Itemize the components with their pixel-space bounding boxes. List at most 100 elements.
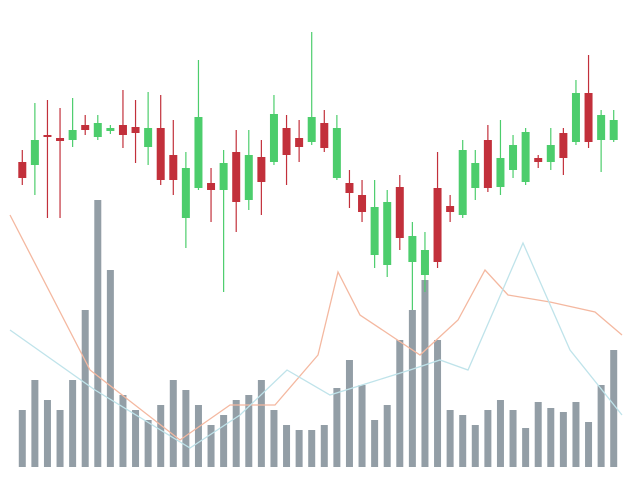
candle-body (257, 157, 266, 182)
candle-body (496, 158, 505, 187)
volume-bar (270, 410, 278, 467)
candle-body (232, 152, 241, 202)
candle-body (244, 155, 253, 200)
line (9, 214, 623, 441)
candle-body (408, 236, 417, 262)
volume-bar (610, 350, 618, 467)
volume-bar (106, 270, 114, 467)
volume-bar (534, 402, 542, 467)
candle-body (383, 202, 392, 265)
candle-body (571, 93, 580, 142)
volume-bar (69, 380, 77, 467)
volume-bar (31, 380, 39, 467)
volume-bar (358, 385, 366, 467)
volume-bar (18, 410, 26, 467)
candle-body (181, 168, 190, 218)
candle-body (584, 93, 593, 142)
volume-bar (144, 420, 152, 467)
volume-bar (157, 405, 165, 467)
volume-bar (434, 340, 442, 467)
volume-bar (81, 310, 89, 467)
volume-bar (371, 420, 379, 467)
candle-body (446, 206, 455, 212)
candle-body (118, 125, 127, 135)
candle-body (370, 207, 379, 255)
volume-bar (471, 425, 479, 467)
volume-bar (182, 390, 190, 467)
volume-bar (119, 395, 127, 467)
volume-bar (245, 395, 253, 467)
volume-bar (421, 280, 429, 467)
candle-body (81, 125, 90, 130)
candle-body (609, 120, 618, 140)
candle-body (18, 162, 27, 178)
volume-bar (496, 400, 504, 467)
candle-body (68, 130, 77, 140)
volume-bar (459, 415, 467, 467)
volume-bar (220, 415, 228, 467)
volume-bar (56, 410, 64, 467)
candle-body (597, 115, 606, 140)
volume-bar (132, 410, 140, 467)
candle-body (395, 187, 404, 238)
candle-body (106, 128, 115, 131)
candle-body (332, 128, 341, 178)
candle-body (295, 138, 304, 147)
volume-bar (43, 400, 51, 467)
candle-body (56, 138, 65, 141)
candle-body (269, 114, 278, 162)
volume-bar (547, 408, 555, 467)
candle-body (43, 135, 52, 137)
candle-body (420, 250, 429, 275)
candle-body (345, 183, 354, 193)
candle-body (433, 188, 442, 262)
volume-bar (484, 410, 492, 467)
volume-bar (194, 405, 202, 467)
candle-body (458, 150, 467, 215)
volume-bar (232, 400, 240, 467)
line (9, 241, 623, 449)
candle-body (559, 133, 568, 158)
volume-bar (295, 430, 303, 467)
candle-body (358, 195, 367, 212)
volume-bar (446, 410, 454, 467)
candle-body (471, 163, 480, 188)
candle-body (169, 155, 178, 180)
volume-bar (572, 402, 580, 467)
volume-bar (169, 380, 177, 467)
volume-bar (308, 430, 316, 467)
candle-body (320, 123, 329, 148)
volume-bar (559, 412, 567, 467)
volume-bar (283, 425, 291, 467)
candle-body (207, 183, 216, 190)
candle-body (483, 140, 492, 188)
candle-body (194, 117, 203, 188)
volume-bar (333, 388, 341, 467)
candle-body (219, 163, 228, 190)
candle-body (30, 140, 39, 165)
volume-bar (320, 425, 328, 467)
candle-body (546, 145, 555, 162)
candle-body (131, 127, 140, 133)
volume-bar (207, 425, 215, 467)
volume-bar (345, 360, 353, 467)
candle-body (534, 158, 543, 162)
candle-body (282, 128, 291, 155)
volume-bar (522, 428, 530, 467)
candle-body (144, 128, 153, 147)
volume-bar (94, 200, 102, 467)
volume-bar (597, 385, 605, 467)
volume-bar (396, 340, 404, 467)
volume-bar (509, 410, 517, 467)
candle-body (509, 145, 518, 170)
volume-bar (383, 405, 391, 467)
candle-body (521, 132, 530, 182)
candle-body (307, 117, 316, 142)
volume-bar (585, 422, 593, 467)
candle-body (156, 128, 165, 180)
volume-bar (257, 380, 265, 467)
volume-bar (408, 310, 416, 467)
candle-body (93, 123, 102, 137)
